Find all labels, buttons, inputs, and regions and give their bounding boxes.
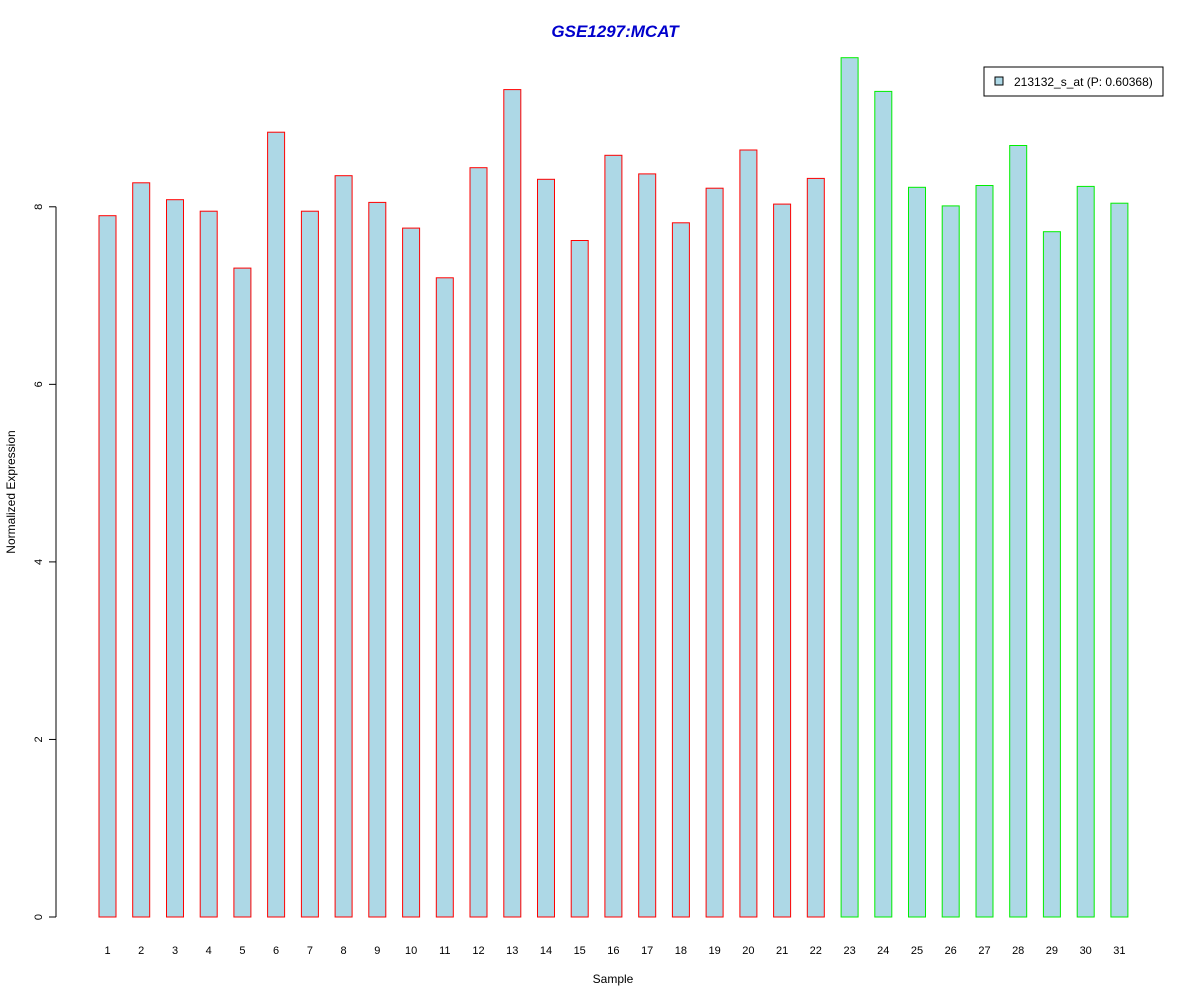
x-tick-label: 19: [708, 945, 720, 957]
y-tick-label: 8: [33, 204, 45, 210]
chart-title: GSE1297:MCAT: [551, 22, 680, 41]
y-tick-label: 4: [33, 559, 45, 565]
bar-sample-28: [1009, 145, 1028, 918]
bar-sample-8: [334, 175, 353, 918]
y-axis-label: Normalized Expression: [4, 430, 18, 553]
bar-sample-7: [300, 210, 319, 918]
bar-sample-21: [773, 203, 792, 918]
x-tick-label: 20: [742, 945, 754, 957]
bar-sample-20: [739, 149, 758, 918]
bar-sample-26: [941, 205, 960, 918]
legend: 213132_s_at (P: 0.60368): [983, 66, 1164, 97]
bar-sample-11: [435, 277, 454, 918]
x-tick-label: 14: [540, 945, 552, 957]
bar-sample-10: [402, 227, 421, 918]
x-tick-label: 7: [307, 945, 313, 957]
x-tick-label: 17: [641, 945, 653, 957]
x-tick-label: 24: [877, 945, 889, 957]
x-tick-label: 8: [341, 945, 347, 957]
x-tick-label: 26: [945, 945, 957, 957]
x-tick-label: 9: [374, 945, 380, 957]
bar-sample-17: [638, 173, 657, 918]
x-tick-label: 23: [843, 945, 855, 957]
bar-sample-29: [1042, 231, 1061, 918]
bar-sample-5: [233, 267, 252, 918]
bar-sample-14: [537, 178, 555, 918]
bar-sample-4: [199, 210, 218, 918]
x-axis-label: Sample: [593, 972, 634, 986]
bar-sample-31: [1110, 202, 1129, 918]
x-tick-label: 16: [607, 945, 619, 957]
x-tick-label: 22: [810, 945, 822, 957]
bar-sample-16: [604, 154, 623, 918]
bar-sample-13: [503, 89, 522, 918]
x-tick-label: 4: [206, 945, 212, 957]
bar-sample-30: [1076, 185, 1095, 918]
x-tick-label: 11: [439, 945, 450, 957]
x-tick-label: 21: [776, 945, 788, 957]
bar-sample-6: [267, 131, 286, 918]
bar-sample-1: [98, 215, 117, 918]
x-tick-label: 2: [138, 945, 144, 957]
x-tick-label: 30: [1080, 945, 1092, 957]
x-tick-label: 6: [273, 945, 279, 957]
x-tick-label: 18: [675, 945, 687, 957]
x-tick-label: 15: [574, 945, 586, 957]
x-tick-label: 28: [1012, 945, 1024, 957]
legend-entry: 213132_s_at (P: 0.60368): [1014, 75, 1153, 89]
bar-sample-12: [469, 167, 488, 918]
x-tick-label: 5: [239, 945, 245, 957]
bar-sample-27: [975, 185, 994, 918]
bar-sample-9: [368, 201, 387, 918]
legend-swatch: [994, 76, 1004, 86]
bar-sample-19: [705, 187, 724, 918]
x-tick-label: 27: [978, 945, 990, 957]
y-tick-label: 6: [33, 381, 45, 387]
x-tick-label: 10: [405, 945, 417, 957]
x-tick-label: 13: [506, 945, 518, 957]
bar-sample-3: [166, 199, 184, 918]
chart-title-group: GSE1297:MCAT: [551, 22, 680, 41]
x-tick-label: 3: [172, 945, 178, 957]
x-tick-label: 29: [1046, 945, 1058, 957]
legend-box: [983, 66, 1164, 97]
bar-sample-18: [671, 222, 690, 918]
x-tick-label: 12: [472, 945, 484, 957]
x-tick-labels: 1 2 3 4 5 6 7 8 9 10 11 12 13 14 15 16 17 18 19 20 21 22 23 24 2…: [104, 945, 1125, 957]
bar-sample-2: [132, 182, 151, 918]
y-tick-label: 2: [33, 736, 45, 742]
bar-sample-25: [908, 186, 926, 918]
y-axis: 0 2 4 6 8: [33, 204, 57, 920]
y-tick-label: 0: [33, 914, 45, 920]
x-tick-label: 1: [104, 945, 110, 957]
bar-sample-23: [840, 57, 859, 918]
x-tick-label: 31: [1113, 945, 1125, 957]
bars-group: [98, 57, 1129, 918]
bar-sample-15: [570, 240, 589, 918]
bar-sample-22: [806, 177, 825, 918]
x-tick-label: 25: [911, 945, 923, 957]
bar-sample-24: [874, 90, 893, 918]
